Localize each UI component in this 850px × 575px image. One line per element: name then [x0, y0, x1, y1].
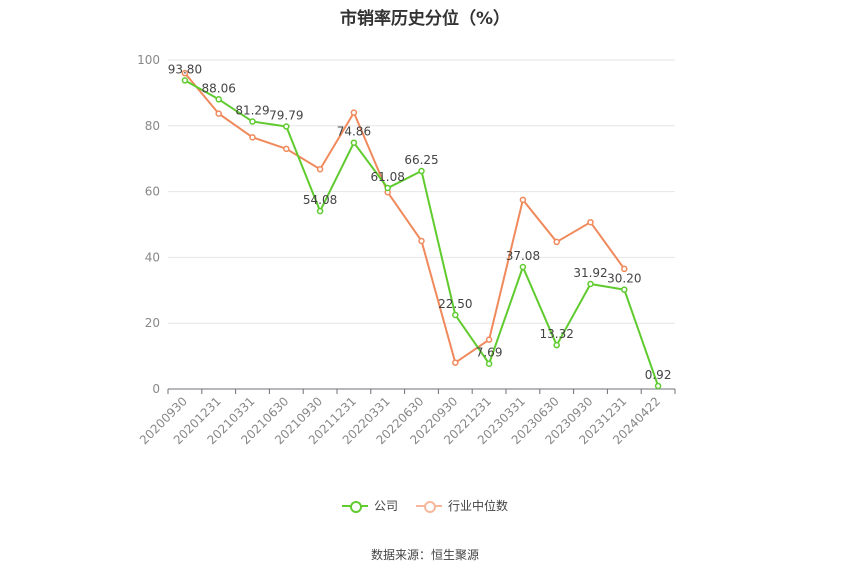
y-tick-label: 0 [152, 382, 160, 396]
series-point-0 [350, 139, 358, 146]
series-point-1 [283, 145, 290, 153]
data-label: 13.32 [540, 327, 574, 341]
y-tick-label: 80 [145, 119, 160, 133]
series-point-1 [316, 165, 324, 173]
series-point-0 [485, 360, 493, 367]
series-point-1 [485, 336, 493, 343]
series-point-1 [621, 265, 628, 273]
data-label: 81.29 [235, 104, 269, 118]
series-point-1 [215, 110, 222, 117]
series-point-0 [553, 341, 560, 349]
y-tick-label: 40 [145, 250, 160, 264]
data-label: 66.25 [404, 153, 438, 167]
legend-swatch-industry-icon [416, 500, 442, 513]
chart-title: 市销率历史分位（%） [339, 9, 511, 29]
data-label: 88.06 [202, 81, 236, 95]
series-point-1 [418, 237, 425, 245]
series-point-0 [654, 382, 662, 390]
series-point-0 [587, 280, 594, 288]
data-label: 54.08 [303, 193, 337, 207]
data-label: 79.79 [269, 108, 303, 122]
data-label: 61.08 [371, 170, 405, 184]
series-point-0 [181, 77, 189, 84]
series-point-0 [283, 123, 290, 130]
data-label: 0.92 [645, 368, 672, 382]
series-point-1 [350, 109, 358, 116]
legend-label-industry-median: 行业中位数 [448, 499, 509, 513]
series-point-1 [519, 196, 527, 204]
series-point-1 [452, 359, 459, 366]
series-point-1 [553, 238, 560, 246]
data-label: 31.92 [573, 266, 607, 280]
data-label: 37.08 [506, 249, 540, 263]
series-point-0 [418, 167, 425, 175]
series-point-1 [587, 218, 594, 226]
source-note: 数据来源：恒生聚源 [370, 548, 479, 562]
series-point-1 [181, 69, 189, 77]
y-tick-label: 20 [145, 316, 160, 330]
series-point-0 [316, 207, 324, 215]
data-label: 7.69 [476, 346, 503, 360]
series-point-0 [452, 311, 459, 319]
data-label: 93.80 [168, 62, 202, 76]
series-point-1 [249, 134, 256, 141]
y-tick-label: 100 [137, 53, 160, 67]
series-point-0 [384, 184, 391, 192]
grid-lines [168, 59, 675, 324]
data-label: 30.20 [607, 272, 641, 286]
series-point-0 [215, 96, 222, 103]
legend-item-company[interactable]: 公司 [341, 497, 398, 514]
legend-item-industry-median[interactable]: 行业中位数 [416, 497, 508, 514]
y-tick-label: 60 [145, 185, 160, 199]
legend-swatch-company-icon [341, 500, 368, 513]
data-label: 74.86 [337, 125, 371, 139]
series-point-0 [249, 118, 256, 125]
series-line-1 [184, 72, 626, 364]
data-label: 22.50 [438, 297, 472, 311]
legend: 公司 行业中位数 [0, 497, 850, 514]
series-point-0 [621, 286, 628, 293]
series-lines [181, 69, 662, 390]
legend-label-company: 公司 [373, 499, 398, 513]
series-point-0 [519, 263, 527, 271]
